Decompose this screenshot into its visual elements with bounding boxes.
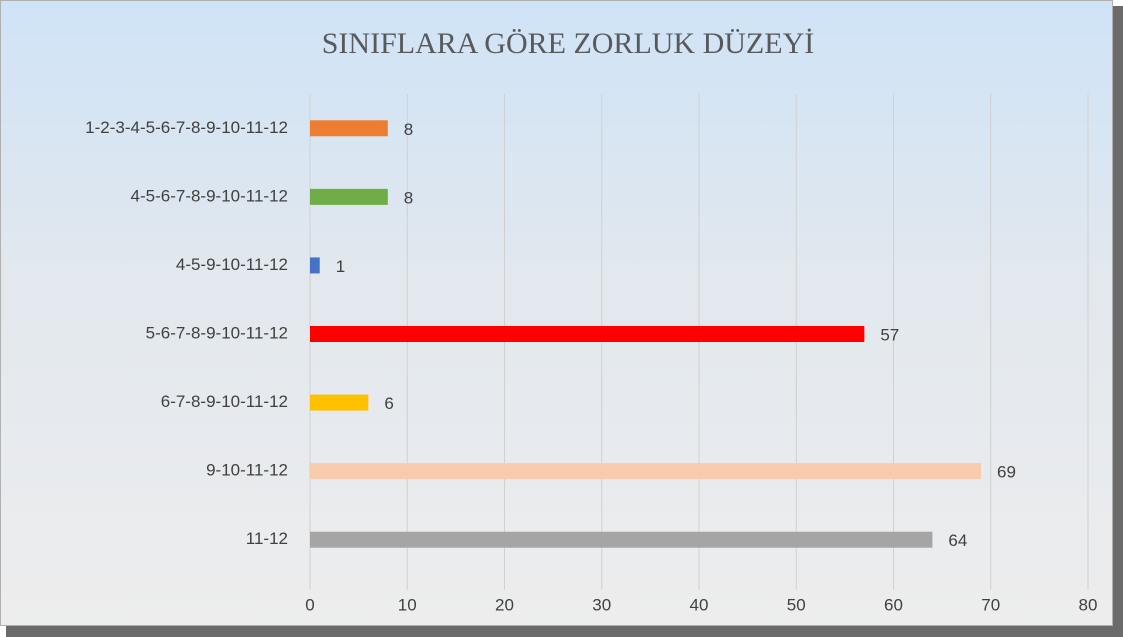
data-label: 57 — [880, 325, 899, 344]
x-tick-label: 20 — [495, 595, 514, 614]
bar — [310, 394, 369, 411]
y-tick-label: 4-5-6-7-8-9-10-11-12 — [131, 186, 288, 205]
y-tick-label: 4-5-9-10-11-12 — [176, 255, 288, 274]
x-tick-label: 0 — [305, 595, 314, 614]
data-label: 6 — [384, 394, 393, 413]
bar — [310, 257, 320, 274]
y-tick-label: 6-7-8-9-10-11-12 — [161, 392, 288, 411]
frame — [0, 0, 1113, 626]
y-tick-label: 1-2-3-4-5-6-7-8-9-10-11-12 — [85, 118, 288, 137]
chart-title: SINIFLARA GÖRE ZORLUK DÜZEYİ — [322, 27, 814, 60]
data-label: 8 — [404, 120, 413, 139]
bar — [310, 188, 388, 205]
bar — [310, 531, 933, 548]
data-label: 1 — [336, 257, 345, 276]
y-tick-label: 9-10-11-12 — [206, 461, 288, 480]
y-tick-label: 5-6-7-8-9-10-11-12 — [146, 323, 288, 342]
bar — [310, 463, 982, 480]
data-label: 69 — [997, 463, 1016, 482]
data-label: 64 — [948, 531, 967, 550]
data-label: 8 — [404, 188, 413, 207]
x-tick-label: 10 — [398, 595, 417, 614]
x-tick-label: 30 — [592, 595, 611, 614]
x-tick-label: 60 — [884, 595, 903, 614]
x-tick-label: 70 — [981, 595, 1000, 614]
y-tick-label: 11-12 — [246, 529, 288, 548]
x-tick-label: 40 — [690, 595, 709, 614]
x-tick-label: 80 — [1079, 595, 1098, 614]
x-tick-label: 50 — [787, 595, 806, 614]
bar — [310, 326, 865, 342]
bar — [310, 120, 388, 137]
